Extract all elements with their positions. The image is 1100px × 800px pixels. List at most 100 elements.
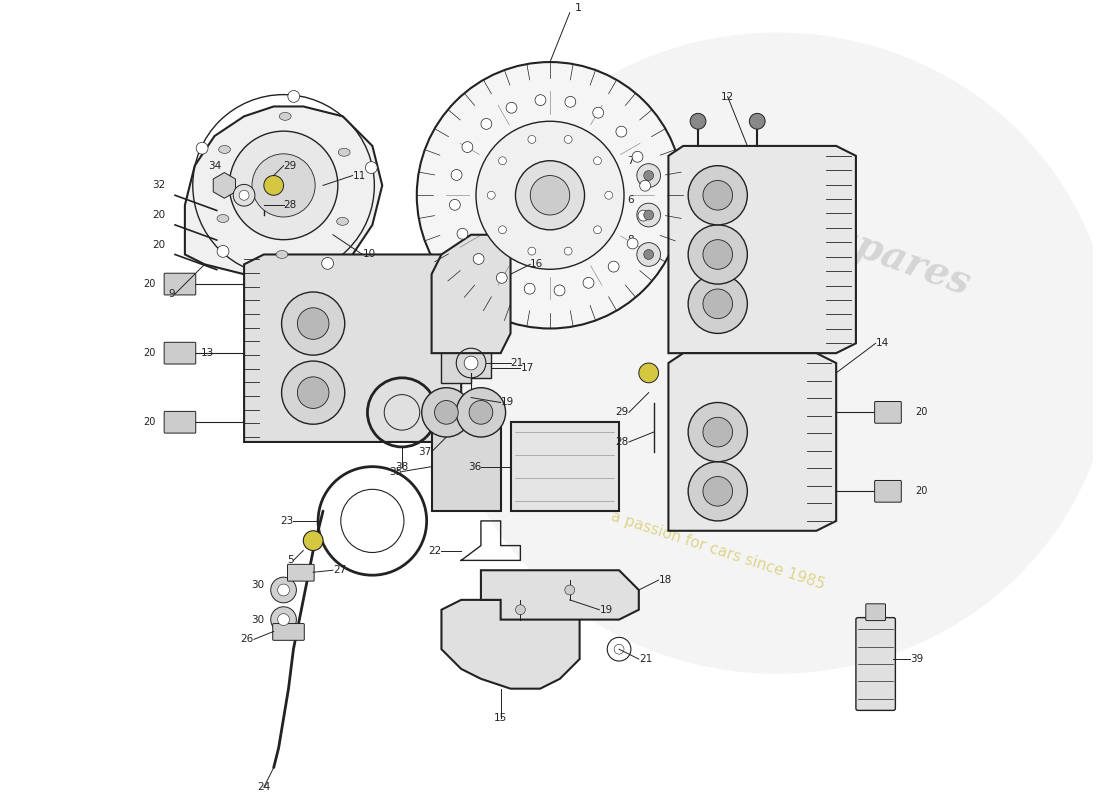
Circle shape: [264, 175, 284, 195]
Circle shape: [282, 361, 344, 424]
Circle shape: [434, 401, 459, 424]
Text: 5: 5: [287, 555, 294, 566]
Polygon shape: [185, 106, 382, 284]
Circle shape: [528, 135, 536, 143]
Circle shape: [594, 157, 602, 165]
FancyBboxPatch shape: [510, 422, 619, 511]
Text: 30: 30: [251, 580, 264, 590]
Text: 18: 18: [659, 575, 672, 585]
Circle shape: [638, 210, 649, 221]
Circle shape: [271, 577, 296, 603]
Circle shape: [288, 90, 299, 102]
Text: 20: 20: [143, 418, 155, 427]
Circle shape: [689, 166, 747, 225]
Text: 12: 12: [720, 91, 735, 102]
Text: 26: 26: [241, 634, 254, 644]
Text: 13: 13: [201, 348, 214, 358]
Polygon shape: [441, 353, 491, 382]
Circle shape: [451, 170, 462, 180]
Circle shape: [583, 278, 594, 288]
Text: 6: 6: [627, 195, 634, 206]
Circle shape: [417, 62, 683, 329]
Circle shape: [689, 274, 747, 334]
FancyBboxPatch shape: [164, 342, 196, 364]
Circle shape: [703, 477, 733, 506]
Polygon shape: [481, 570, 639, 619]
Circle shape: [637, 203, 660, 227]
Ellipse shape: [279, 112, 292, 120]
Circle shape: [528, 247, 536, 255]
Text: 34: 34: [208, 161, 221, 170]
Text: 20: 20: [915, 407, 927, 418]
Circle shape: [239, 190, 249, 200]
Text: 23: 23: [280, 516, 294, 526]
Circle shape: [196, 142, 208, 154]
Circle shape: [593, 107, 604, 118]
Text: 20: 20: [915, 486, 927, 496]
Circle shape: [594, 226, 602, 234]
Circle shape: [473, 254, 484, 264]
FancyBboxPatch shape: [287, 564, 315, 581]
Circle shape: [627, 238, 638, 249]
Circle shape: [703, 289, 733, 318]
Circle shape: [496, 273, 507, 283]
Circle shape: [690, 114, 706, 129]
Text: 21: 21: [639, 654, 652, 664]
Circle shape: [456, 228, 468, 239]
Circle shape: [644, 250, 653, 259]
Circle shape: [450, 199, 460, 210]
Circle shape: [456, 388, 506, 437]
Circle shape: [297, 377, 329, 409]
Circle shape: [703, 240, 733, 270]
Text: 20: 20: [152, 240, 165, 250]
Circle shape: [608, 262, 619, 272]
Text: 24: 24: [257, 782, 271, 792]
Circle shape: [498, 157, 506, 165]
Text: 17: 17: [520, 363, 534, 373]
Circle shape: [498, 226, 506, 234]
Circle shape: [614, 644, 624, 654]
Circle shape: [469, 401, 493, 424]
Text: 11: 11: [353, 170, 366, 181]
Text: 35: 35: [388, 466, 401, 477]
Circle shape: [703, 418, 733, 447]
Circle shape: [644, 210, 653, 220]
Ellipse shape: [337, 218, 349, 226]
Circle shape: [689, 402, 747, 462]
FancyBboxPatch shape: [431, 422, 500, 511]
Circle shape: [689, 225, 747, 284]
Text: 22: 22: [428, 546, 441, 555]
Circle shape: [644, 170, 653, 181]
Circle shape: [749, 114, 766, 129]
Text: 28: 28: [616, 437, 629, 447]
Ellipse shape: [276, 250, 288, 258]
Circle shape: [481, 118, 492, 130]
Ellipse shape: [339, 148, 350, 156]
Text: 15: 15: [494, 714, 507, 723]
Circle shape: [530, 175, 570, 215]
Text: 7: 7: [627, 156, 634, 166]
Text: 27: 27: [333, 566, 346, 575]
Circle shape: [271, 606, 296, 633]
FancyBboxPatch shape: [866, 604, 886, 621]
Polygon shape: [669, 146, 856, 353]
Text: 39: 39: [910, 654, 923, 664]
Polygon shape: [431, 234, 510, 353]
Circle shape: [506, 102, 517, 113]
Circle shape: [703, 181, 733, 210]
Circle shape: [616, 126, 627, 137]
Circle shape: [535, 94, 546, 106]
Text: 21: 21: [510, 358, 524, 368]
Circle shape: [564, 247, 572, 255]
Text: 19: 19: [600, 605, 613, 614]
Text: 36: 36: [468, 462, 481, 472]
Circle shape: [282, 292, 344, 355]
Text: 10: 10: [363, 250, 375, 259]
Circle shape: [689, 462, 747, 521]
Circle shape: [565, 97, 575, 107]
Circle shape: [464, 356, 478, 370]
Ellipse shape: [219, 146, 231, 154]
FancyBboxPatch shape: [164, 274, 196, 295]
Circle shape: [637, 164, 660, 187]
Circle shape: [277, 584, 289, 596]
